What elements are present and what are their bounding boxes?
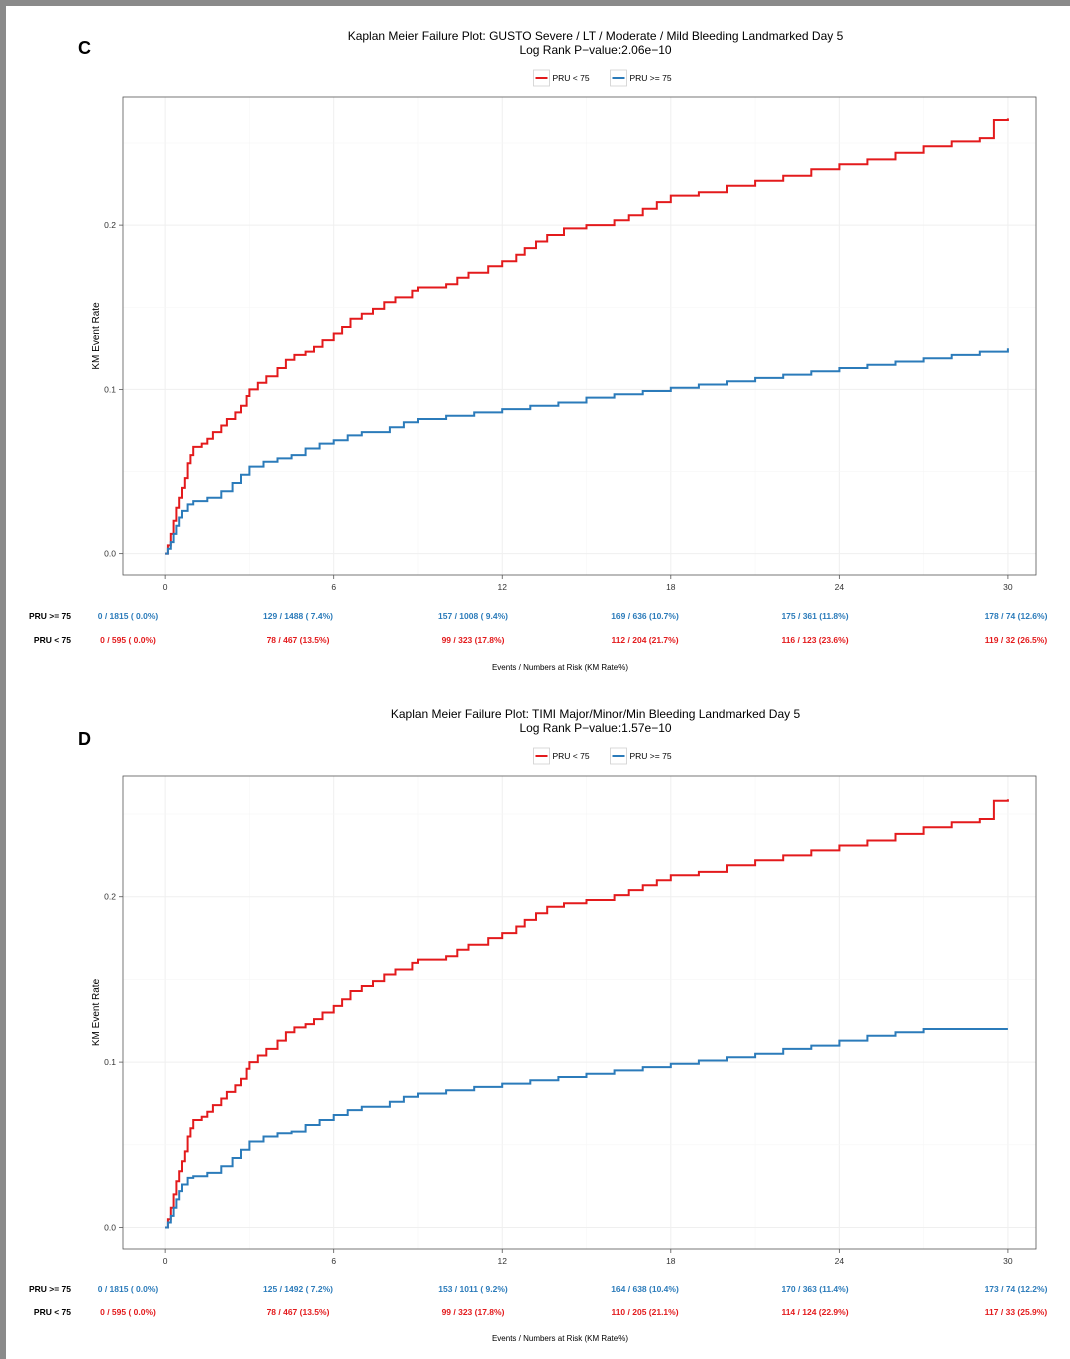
risk-table-cell: 173 / 74 (12.2%) xyxy=(985,1284,1048,1294)
x-tick-label: 24 xyxy=(835,1256,845,1266)
x-axis-label: Events / Numbers at Risk (KM Rate%) xyxy=(492,663,628,672)
risk-table-cell: 110 / 205 (21.1%) xyxy=(611,1307,678,1317)
series-line-pru-lt-75 xyxy=(165,799,1009,1229)
risk-row-label: PRU < 75 xyxy=(34,1307,71,1317)
risk-table-cell: 175 / 361 (11.8%) xyxy=(781,611,848,621)
risk-table-cell: 0 / 595 ( 0.0%) xyxy=(100,635,156,645)
chart-subtitle: Log Rank P−value:1.57e−10 xyxy=(519,721,671,735)
risk-table-cell: 112 / 204 (21.7%) xyxy=(611,635,678,645)
x-tick-label: 6 xyxy=(331,582,336,592)
risk-table-cell: 117 / 33 (25.9%) xyxy=(985,1307,1048,1317)
y-tick-label: 0.1 xyxy=(104,1057,116,1067)
panel-label: C xyxy=(78,38,91,58)
risk-table-cell: 119 / 32 (26.5%) xyxy=(985,635,1048,645)
axis-box xyxy=(122,775,1037,1250)
risk-table-cell: 0 / 1815 ( 0.0%) xyxy=(98,1284,159,1294)
y-tick-label: 0.0 xyxy=(104,549,116,559)
risk-table-cell: 0 / 1815 ( 0.0%) xyxy=(98,611,159,621)
x-tick-label: 12 xyxy=(498,1256,508,1266)
grid xyxy=(123,776,1036,1249)
y-tick-label: 0.2 xyxy=(104,892,116,902)
risk-table-cell: 78 / 467 (13.5%) xyxy=(267,1307,330,1317)
risk-table-cell: 157 / 1008 ( 9.4%) xyxy=(438,611,508,621)
x-tick-label: 18 xyxy=(666,582,676,592)
chart-title: Kaplan Meier Failure Plot: TIMI Major/Mi… xyxy=(391,707,801,721)
risk-table-cell: 99 / 323 (17.8%) xyxy=(442,1307,505,1317)
legend: PRU < 75 PRU >= 75 xyxy=(533,747,672,765)
x-tick-label: 0 xyxy=(163,582,168,592)
figure-frame-top xyxy=(0,0,1070,6)
legend-label: PRU >= 75 xyxy=(630,73,672,83)
y-axis-label: KM Event Rate xyxy=(91,978,102,1046)
risk-table-cell: 78 / 467 (13.5%) xyxy=(267,635,330,645)
y-axis-label: KM Event Rate xyxy=(91,302,102,370)
x-tick-label: 30 xyxy=(1003,582,1013,592)
x-tick-label: 12 xyxy=(498,582,508,592)
y-tick-label: 0.0 xyxy=(104,1223,116,1233)
series-line-pru-ge-75 xyxy=(165,348,1009,555)
y-tick-label: 0.1 xyxy=(104,384,116,394)
figure-frame-left xyxy=(0,0,6,1359)
panel-label: D xyxy=(78,729,91,749)
legend-label: PRU >= 75 xyxy=(630,751,672,761)
axis-box xyxy=(122,96,1037,576)
km-panel-c: C Kaplan Meier Failure Plot: GUSTO Severe… xyxy=(29,29,1048,672)
series-line-pru-ge-75 xyxy=(165,1028,1008,1229)
x-tick-label: 6 xyxy=(331,1256,336,1266)
risk-row-label: PRU >= 75 xyxy=(29,1284,71,1294)
risk-table-cell: 164 / 638 (10.4%) xyxy=(611,1284,679,1294)
km-panel-d: D Kaplan Meier Failure Plot: TIMI Major/M… xyxy=(29,707,1048,1343)
risk-row-label: PRU >= 75 xyxy=(29,611,71,621)
risk-table-cell: 116 / 123 (23.6%) xyxy=(781,635,848,645)
risk-table-cell: 125 / 1492 ( 7.2%) xyxy=(263,1284,333,1294)
risk-table-cell: 0 / 595 ( 0.0%) xyxy=(100,1307,156,1317)
x-tick-label: 0 xyxy=(163,1256,168,1266)
risk-table-cell: 169 / 636 (10.7%) xyxy=(611,611,679,621)
legend-label: PRU < 75 xyxy=(553,751,590,761)
x-tick-label: 24 xyxy=(835,582,845,592)
risk-table-cell: 114 / 124 (22.9%) xyxy=(781,1307,848,1317)
risk-table-cell: 170 / 363 (11.4%) xyxy=(781,1284,848,1294)
chart-subtitle: Log Rank P−value:2.06e−10 xyxy=(519,43,671,57)
risk-table-cell: 178 / 74 (12.6%) xyxy=(985,611,1048,621)
risk-table-cell: 99 / 323 (17.8%) xyxy=(442,635,505,645)
plot-panel xyxy=(123,97,1036,575)
x-tick-label: 30 xyxy=(1003,1256,1013,1266)
risk-row-label: PRU < 75 xyxy=(34,635,71,645)
chart-title: Kaplan Meier Failure Plot: GUSTO Severe … xyxy=(348,29,844,43)
x-tick-label: 18 xyxy=(666,1256,676,1266)
risk-table-cell: 153 / 1011 ( 9.2%) xyxy=(438,1284,508,1294)
legend-label: PRU < 75 xyxy=(553,73,590,83)
risk-table-cell: 129 / 1488 ( 7.4%) xyxy=(263,611,333,621)
series-line-pru-lt-75 xyxy=(165,118,1009,555)
y-tick-label: 0.2 xyxy=(104,220,116,230)
legend: PRU < 75 PRU >= 75 xyxy=(533,69,672,87)
x-axis-label: Events / Numbers at Risk (KM Rate%) xyxy=(492,1334,628,1343)
plot-panel xyxy=(123,776,1036,1249)
